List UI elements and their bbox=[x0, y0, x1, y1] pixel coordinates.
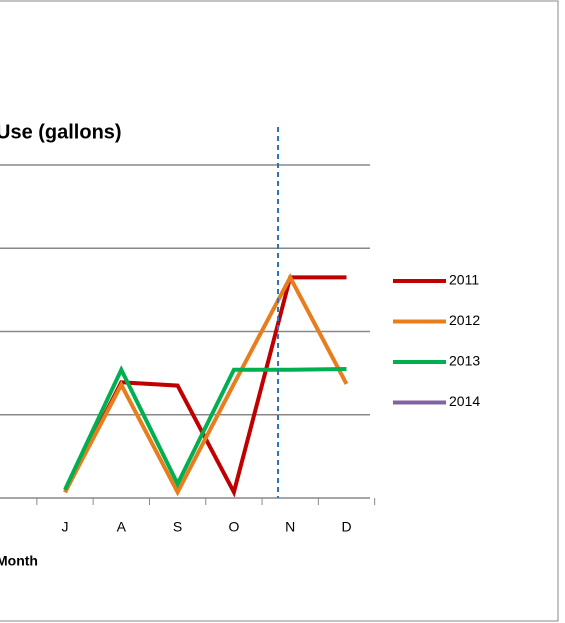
legend-label: 2012 bbox=[449, 312, 480, 328]
x-tick-label: D bbox=[341, 519, 351, 535]
legend-label: 2011 bbox=[449, 272, 479, 288]
x-tick-label: A bbox=[117, 519, 127, 535]
chart-title: Use (gallons) bbox=[0, 121, 122, 143]
legend-label: 2013 bbox=[449, 353, 480, 369]
x-axis-label: Month bbox=[0, 553, 38, 569]
series-line bbox=[63, 365, 347, 491]
legend-label: 2014 bbox=[449, 393, 480, 409]
x-tick-label: N bbox=[285, 519, 295, 535]
x-tick-label: S bbox=[173, 519, 182, 535]
series-line bbox=[63, 273, 349, 497]
x-tick-label: O bbox=[228, 519, 239, 535]
x-tick-label: J bbox=[62, 519, 69, 535]
